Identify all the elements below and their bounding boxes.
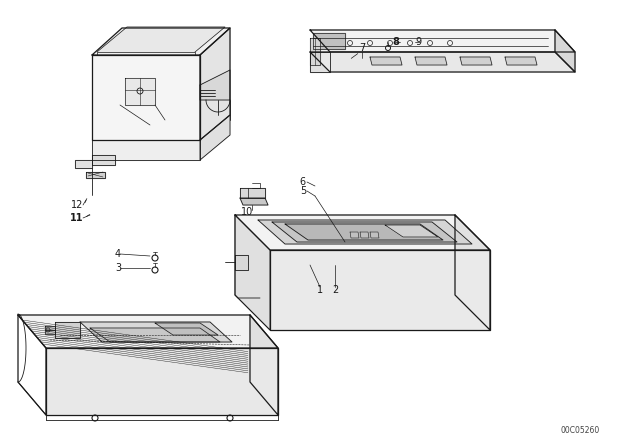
Polygon shape — [45, 326, 55, 334]
Polygon shape — [360, 232, 369, 238]
Polygon shape — [555, 30, 575, 72]
Polygon shape — [258, 220, 472, 244]
Polygon shape — [250, 315, 278, 415]
Polygon shape — [370, 232, 379, 238]
Polygon shape — [310, 30, 575, 52]
Polygon shape — [235, 215, 490, 250]
Polygon shape — [310, 52, 330, 72]
Polygon shape — [18, 315, 278, 348]
Text: 4: 4 — [115, 249, 121, 259]
Text: 11: 11 — [70, 213, 83, 223]
Polygon shape — [285, 224, 443, 240]
Polygon shape — [46, 348, 278, 415]
Polygon shape — [310, 38, 320, 65]
Polygon shape — [200, 28, 230, 140]
Text: 3: 3 — [115, 263, 121, 273]
Polygon shape — [270, 250, 490, 330]
Polygon shape — [92, 28, 230, 55]
Polygon shape — [235, 215, 270, 330]
Polygon shape — [90, 328, 220, 342]
Polygon shape — [92, 55, 200, 140]
Text: 5: 5 — [300, 186, 306, 196]
Text: 12: 12 — [70, 200, 83, 210]
Text: 00C05260: 00C05260 — [561, 426, 600, 435]
Polygon shape — [200, 115, 230, 160]
Text: 1: 1 — [317, 285, 323, 295]
Polygon shape — [310, 52, 575, 72]
Text: 6: 6 — [300, 177, 306, 187]
Polygon shape — [75, 160, 92, 168]
Polygon shape — [80, 322, 232, 342]
Polygon shape — [455, 215, 490, 330]
Text: 10: 10 — [241, 207, 253, 217]
Polygon shape — [313, 33, 345, 49]
Polygon shape — [272, 222, 457, 242]
Polygon shape — [155, 323, 218, 335]
Polygon shape — [200, 70, 230, 100]
Text: 9: 9 — [415, 37, 421, 47]
Text: 2: 2 — [332, 285, 338, 295]
Text: 7: 7 — [359, 43, 365, 53]
Polygon shape — [125, 78, 155, 105]
Polygon shape — [97, 27, 225, 52]
Polygon shape — [55, 322, 80, 338]
Polygon shape — [86, 172, 105, 178]
Polygon shape — [370, 57, 402, 65]
Polygon shape — [385, 225, 438, 237]
Polygon shape — [350, 232, 359, 238]
Polygon shape — [92, 155, 115, 165]
Polygon shape — [505, 57, 537, 65]
Polygon shape — [92, 140, 200, 160]
Polygon shape — [240, 198, 268, 205]
Polygon shape — [235, 255, 248, 270]
Text: 8: 8 — [392, 37, 399, 47]
Polygon shape — [415, 57, 447, 65]
Polygon shape — [460, 57, 492, 65]
Polygon shape — [240, 188, 265, 198]
